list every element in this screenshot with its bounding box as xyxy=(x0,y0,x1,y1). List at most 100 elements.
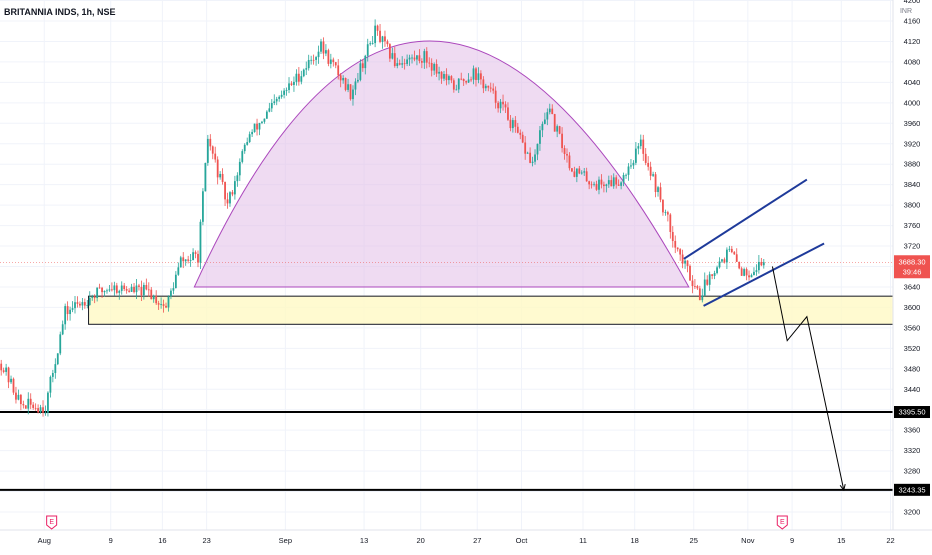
candle-body xyxy=(231,192,234,195)
candle xyxy=(290,81,293,87)
candle-body xyxy=(76,302,79,304)
candle-body xyxy=(391,53,394,59)
candle-body xyxy=(162,304,165,306)
candle xyxy=(258,122,261,136)
candle-body xyxy=(708,274,711,285)
candle-body xyxy=(465,81,468,83)
candle xyxy=(86,299,89,309)
candle-body xyxy=(543,119,546,124)
candle xyxy=(511,117,514,133)
price-tick-label: 3200 xyxy=(904,508,921,517)
candle xyxy=(24,405,27,409)
candle xyxy=(130,283,133,292)
time-tick-label: Sep xyxy=(279,536,292,545)
candle xyxy=(184,259,187,266)
candle xyxy=(541,121,544,138)
price-axis[interactable]: 3200324032803320336034003440348035203560… xyxy=(892,0,932,550)
candle-body xyxy=(750,275,753,278)
candle xyxy=(713,270,716,280)
candle-body xyxy=(686,260,689,266)
candle-body xyxy=(273,101,276,104)
candle-body xyxy=(435,63,438,74)
candle-body xyxy=(487,85,490,88)
candle-body xyxy=(152,295,155,300)
candle-body xyxy=(519,132,522,135)
candle xyxy=(556,124,559,138)
candle-body xyxy=(357,79,359,82)
candle-body xyxy=(632,162,635,166)
candle xyxy=(155,290,158,306)
candle xyxy=(22,400,25,409)
candle xyxy=(571,168,573,173)
candle xyxy=(470,76,472,82)
candle xyxy=(462,78,465,86)
candle xyxy=(93,294,96,304)
projection-path xyxy=(771,266,845,491)
candle xyxy=(391,47,394,60)
candle xyxy=(19,393,22,411)
candle-body xyxy=(428,62,431,64)
candle-body xyxy=(209,138,212,147)
candle xyxy=(716,265,718,275)
candle xyxy=(726,247,728,269)
time-axis[interactable]: Aug 9 16 23 Sep 13 20 27 Oct 11 18 25 Nov 9 15 22 xyxy=(0,529,932,550)
candle xyxy=(61,320,64,336)
candle-body xyxy=(347,84,349,90)
candle-body xyxy=(280,94,283,97)
candle xyxy=(162,299,165,313)
candle-body xyxy=(177,267,180,275)
candle-body xyxy=(83,302,86,306)
candle-body xyxy=(472,68,475,80)
candle xyxy=(312,54,315,65)
candle-body xyxy=(681,254,684,264)
candle-body xyxy=(507,107,509,120)
candle-body xyxy=(639,139,642,147)
candle xyxy=(51,369,54,383)
candle xyxy=(531,156,534,167)
candle-body xyxy=(91,296,94,298)
candle xyxy=(332,57,335,67)
candle-body xyxy=(165,305,167,308)
candle-body xyxy=(516,126,519,133)
candle-body xyxy=(295,73,298,82)
candle xyxy=(123,282,126,292)
candle-body xyxy=(598,179,600,190)
candle-body xyxy=(666,212,669,215)
candle-body xyxy=(229,192,231,204)
candle xyxy=(420,58,423,69)
candle xyxy=(460,72,463,81)
candle xyxy=(676,247,679,252)
candle xyxy=(743,267,746,277)
candle-body xyxy=(420,61,423,63)
candle xyxy=(666,210,669,222)
candle xyxy=(44,405,47,416)
candle xyxy=(644,148,647,166)
candle-body xyxy=(224,181,226,200)
candle xyxy=(369,41,372,46)
candle-body xyxy=(189,260,192,261)
candle xyxy=(49,375,52,398)
candle-body xyxy=(253,123,256,133)
candle-body xyxy=(475,68,477,80)
candle-body xyxy=(0,363,3,371)
price-tick-label: 3440 xyxy=(904,385,921,394)
candle-body xyxy=(408,57,411,60)
candle-body xyxy=(379,30,381,42)
candle xyxy=(2,367,5,374)
candle-body xyxy=(221,173,224,182)
level-price-badge xyxy=(894,406,930,419)
candle xyxy=(455,84,458,91)
candle xyxy=(246,137,249,146)
candle xyxy=(138,283,140,291)
candle-body xyxy=(19,394,22,405)
candle-body xyxy=(251,132,254,135)
candle-body xyxy=(580,172,583,174)
candle xyxy=(529,147,531,164)
candle xyxy=(189,253,192,267)
candle-body xyxy=(81,302,84,306)
candle-body xyxy=(150,289,153,300)
candle xyxy=(755,264,758,276)
price-tick-label: 3760 xyxy=(904,221,921,230)
candle-body xyxy=(480,73,482,80)
